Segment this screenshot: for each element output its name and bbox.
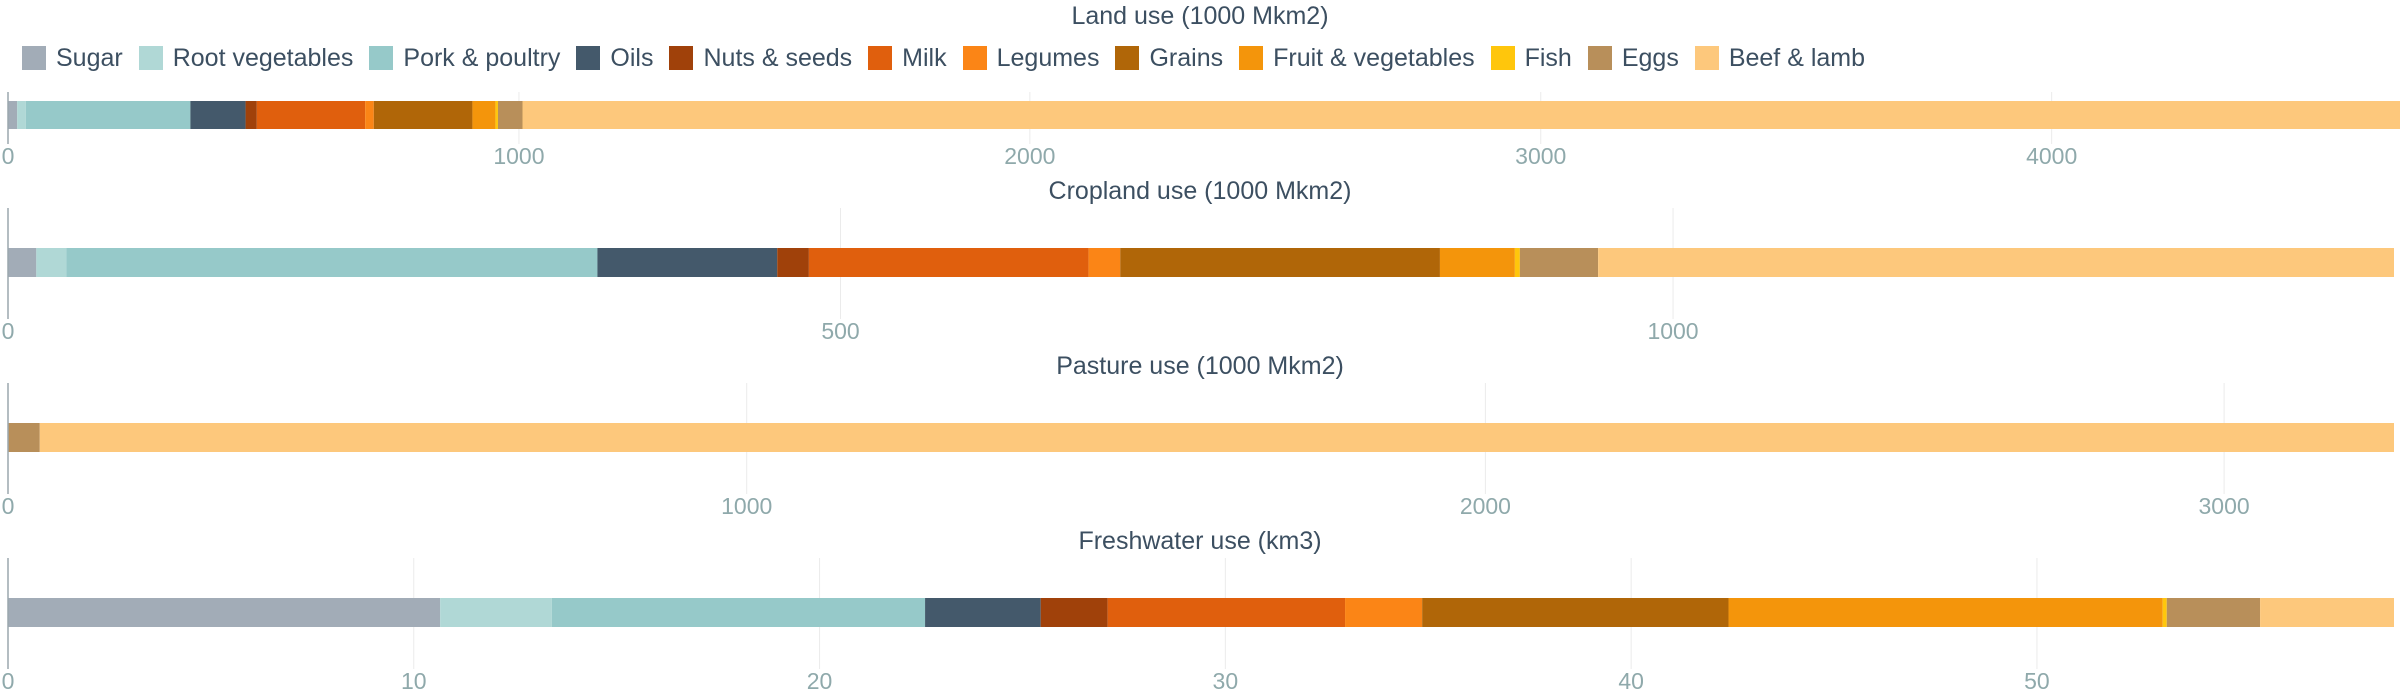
tick-label: 1000 <box>493 143 544 169</box>
legend-swatch <box>22 46 46 70</box>
tick-label: 0 <box>2 143 15 169</box>
tick-label: 0 <box>2 318 15 344</box>
tick-label: 2000 <box>1004 143 1055 169</box>
tick-label: 10 <box>401 668 427 694</box>
bar-segment-beef-lamb[interactable] <box>2260 598 2394 627</box>
bar-segment-milk[interactable] <box>1107 598 1346 627</box>
legend-item[interactable]: Sugar <box>22 44 123 73</box>
bar-segment-milk[interactable] <box>808 248 1089 277</box>
tick-label: 1000 <box>721 493 772 519</box>
legend-swatch <box>138 46 163 70</box>
bar-segment-legumes[interactable] <box>1088 248 1121 277</box>
legend-label: Oils <box>610 43 654 72</box>
tick-label: 40 <box>1618 668 1644 694</box>
legend-item[interactable]: Pork & poultry <box>369 44 560 73</box>
legend-swatch <box>1239 46 1264 70</box>
tick-label: 50 <box>2024 668 2050 694</box>
bar-segment-sugar[interactable] <box>8 248 37 277</box>
legend-swatch <box>1115 46 1140 70</box>
bar-segment-fruit-vegetables[interactable] <box>472 101 496 129</box>
bar-segment-legumes[interactable] <box>365 101 374 129</box>
bar-segment-sugar[interactable] <box>8 101 18 129</box>
chart-title: Land use (1000 Mkm2) <box>1071 2 1328 30</box>
legend-item[interactable]: Oils <box>576 44 653 73</box>
bar-segment-fish[interactable] <box>495 101 498 129</box>
legend-label: Root vegetables <box>172 43 354 72</box>
bar-segment-oils[interactable] <box>190 101 246 129</box>
bar-segment-root-vegetables[interactable] <box>17 101 26 129</box>
bar-segment-beef-lamb[interactable] <box>522 101 2400 129</box>
legend-swatch <box>1694 46 1719 70</box>
bar-segment-oils[interactable] <box>925 598 1041 627</box>
bar-segment-legumes[interactable] <box>1345 598 1423 627</box>
bar-segment-nuts-seeds[interactable] <box>245 101 257 129</box>
legend-label: Fruit & vegetables <box>1273 43 1475 72</box>
tick-label: 1000 <box>1647 318 1698 344</box>
tick-label: 30 <box>1213 668 1239 694</box>
bar-segment-eggs[interactable] <box>1519 248 1599 277</box>
chart-title: Freshwater use (km3) <box>1078 527 1321 555</box>
bar-segment-eggs[interactable] <box>2166 598 2261 627</box>
bar-segment-nuts-seeds[interactable] <box>777 248 809 277</box>
legend-label: Fish <box>1524 43 1572 72</box>
tick-label: 500 <box>821 318 859 344</box>
bar-segment-sugar[interactable] <box>8 598 441 627</box>
bar-segment-grains[interactable] <box>373 101 473 129</box>
bar-segment-root-vegetables[interactable] <box>440 598 552 627</box>
legend-item[interactable]: Legumes <box>962 43 1100 73</box>
bar-segment-grains[interactable] <box>1120 248 1440 277</box>
legend-item[interactable]: Grains <box>1115 44 1223 73</box>
legend-label: Eggs <box>1621 43 1679 72</box>
legend-label: Beef & lamb <box>1728 43 1866 72</box>
bar-segment-oils[interactable] <box>597 248 778 277</box>
bar-segment-nuts-seeds[interactable] <box>1040 598 1108 627</box>
legend-label: Sugar <box>56 43 123 72</box>
legend: Sugar Root vegetables Pork & poultry Oils Nu… <box>22 40 1881 76</box>
bar-segment-pork-poultry[interactable] <box>551 598 926 627</box>
bar-segment-fruit-vegetables[interactable] <box>1439 248 1515 277</box>
legend-swatch <box>1587 46 1612 70</box>
legend-item[interactable]: Eggs <box>1587 43 1679 73</box>
legend-label: Milk <box>902 43 947 72</box>
tick-label: 3000 <box>1515 143 1566 169</box>
bar-segment-fish[interactable] <box>1514 248 1520 277</box>
tick-label: 4000 <box>2026 143 2077 169</box>
legend-label: Pork & poultry <box>403 43 561 72</box>
bar-segment-pork-poultry[interactable] <box>25 101 191 129</box>
legend-item[interactable]: Beef & lamb <box>1694 43 1866 73</box>
bar-segment-eggs[interactable] <box>497 101 523 129</box>
bar-segment-fish[interactable] <box>2162 598 2167 627</box>
bar-segment-eggs[interactable] <box>8 423 40 452</box>
tick-label: 0 <box>2 668 15 694</box>
tick-label: 3000 <box>2199 493 2250 519</box>
legend-item[interactable]: Fruit & vegetables <box>1239 44 1475 73</box>
tick-label: 20 <box>807 668 833 694</box>
bar-segment-grains[interactable] <box>1422 598 1729 627</box>
legend-label: Legumes <box>996 43 1100 72</box>
legend-item[interactable]: Nuts & seeds <box>669 44 852 73</box>
legend-item[interactable]: Milk <box>868 43 947 73</box>
chart-title: Cropland use (1000 Mkm2) <box>1049 177 1352 205</box>
legend-label: Grains <box>1149 43 1224 72</box>
bar-segment-milk[interactable] <box>256 101 366 129</box>
bar-segment-pork-poultry[interactable] <box>66 248 598 277</box>
chart-title: Pasture use (1000 Mkm2) <box>1056 352 1344 380</box>
legend-swatch <box>962 46 987 70</box>
bar-segment-root-vegetables[interactable] <box>36 248 67 277</box>
legend-swatch <box>669 46 694 70</box>
legend-item[interactable]: Fish <box>1490 43 1572 73</box>
tick-label: 0 <box>2 493 15 519</box>
bar-segment-fruit-vegetables[interactable] <box>1728 598 2163 627</box>
legend-label: Nuts & seeds <box>703 43 853 72</box>
bar-segment-beef-lamb[interactable] <box>1598 248 2394 277</box>
legend-swatch <box>868 46 893 70</box>
bar-segment-beef-lamb[interactable] <box>39 423 2394 452</box>
legend-swatch <box>1490 46 1515 70</box>
legend-item[interactable]: Root vegetables <box>138 43 354 73</box>
legend-swatch <box>369 46 394 70</box>
tick-label: 2000 <box>1460 493 1511 519</box>
legend-swatch <box>576 46 601 70</box>
